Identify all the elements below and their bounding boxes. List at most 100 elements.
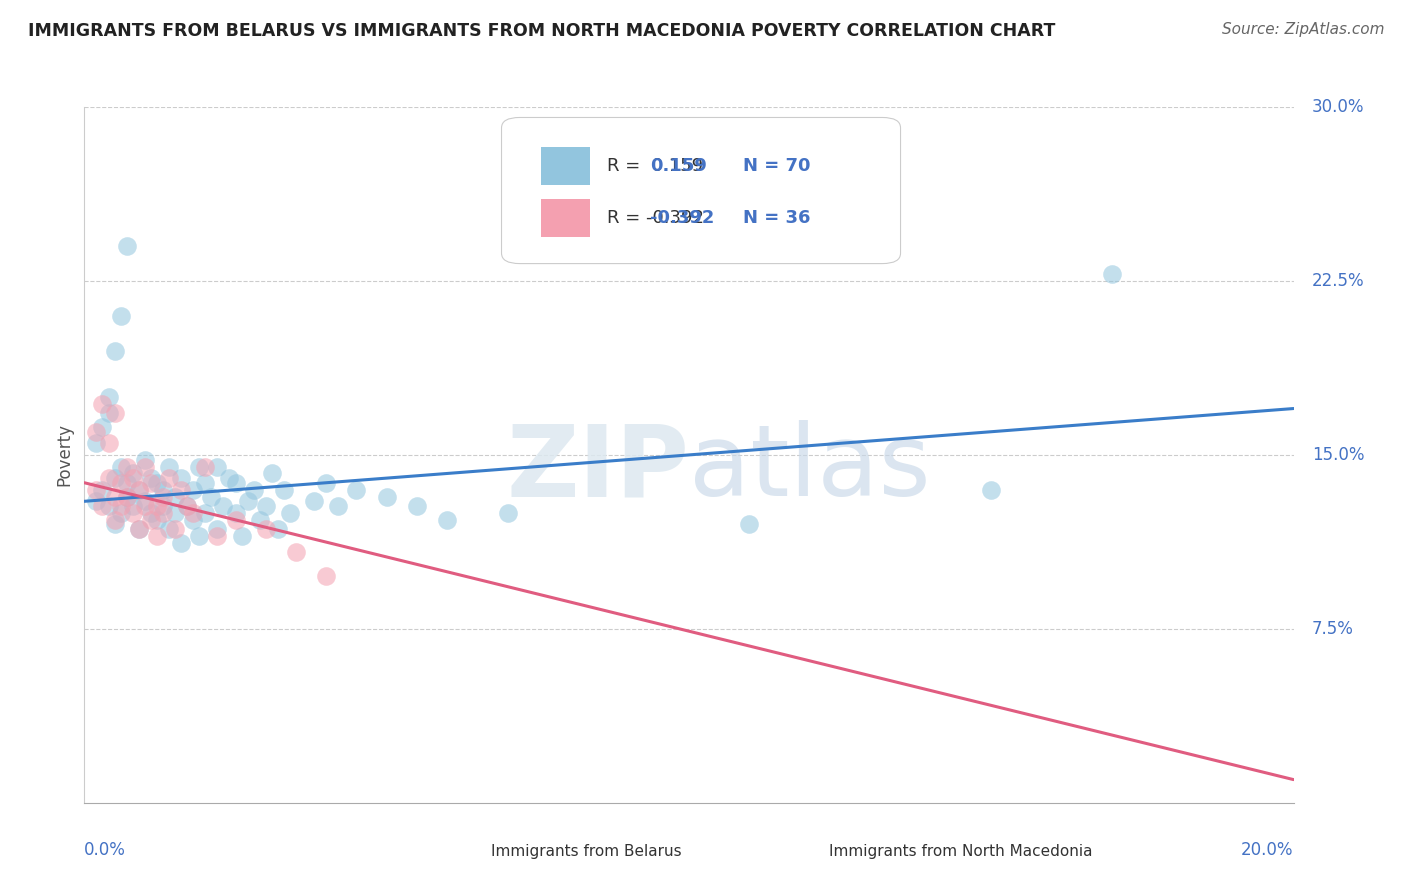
Text: 15.0%: 15.0% (1312, 446, 1364, 464)
Point (146, 475, 169, 490)
Text: R =  0.159: R = 0.159 (607, 157, 703, 175)
FancyBboxPatch shape (541, 147, 589, 186)
Point (134, 494, 156, 508)
Point (104, 471, 127, 485)
Point (110, 499, 132, 513)
Point (225, 506, 247, 520)
Point (128, 483, 150, 497)
Point (176, 499, 198, 513)
Point (152, 483, 174, 497)
Point (302, 494, 325, 508)
Text: Immigrants from Belarus: Immigrants from Belarus (491, 844, 682, 859)
Text: IMMIGRANTS FROM BELARUS VS IMMIGRANTS FROM NORTH MACEDONIA POVERTY CORRELATION C: IMMIGRANTS FROM BELARUS VS IMMIGRANTS FR… (28, 22, 1056, 40)
Point (188, 529, 211, 543)
Point (236, 494, 259, 508)
Text: N = 36: N = 36 (744, 210, 811, 227)
Point (436, 513, 458, 527)
Point (181, 513, 204, 527)
Point (97, 436, 120, 450)
Point (146, 529, 169, 543)
Point (242, 483, 264, 497)
Point (86, 425, 108, 439)
Point (212, 499, 235, 513)
Point (170, 536, 193, 550)
FancyBboxPatch shape (541, 199, 589, 237)
Point (86, 436, 108, 450)
Point (139, 471, 162, 485)
Point (267, 522, 290, 536)
Point (115, 490, 138, 504)
Point (980, 483, 1002, 497)
Point (170, 483, 193, 497)
Text: 7.5%: 7.5% (1312, 620, 1354, 638)
Point (115, 475, 138, 490)
Point (104, 517, 127, 532)
Point (260, 467, 283, 481)
Point (139, 513, 162, 527)
Point (163, 506, 186, 520)
Point (91, 420, 114, 434)
Point (315, 568, 337, 582)
Point (194, 459, 217, 474)
Point (146, 513, 169, 527)
Point (91, 499, 114, 513)
Point (218, 471, 240, 485)
Point (134, 499, 156, 513)
Point (157, 471, 180, 485)
Point (104, 343, 127, 358)
Point (121, 467, 143, 481)
Point (91, 483, 114, 497)
Point (110, 459, 132, 474)
Point (328, 499, 350, 513)
Point (278, 506, 301, 520)
Point (152, 499, 174, 513)
FancyBboxPatch shape (502, 118, 901, 263)
Point (181, 506, 204, 520)
Point (110, 309, 132, 323)
Text: atlas: atlas (689, 420, 931, 517)
Point (200, 490, 222, 504)
Point (176, 499, 198, 513)
Point (139, 506, 162, 520)
FancyBboxPatch shape (447, 838, 481, 864)
Point (134, 459, 156, 474)
Text: 22.5%: 22.5% (1312, 272, 1364, 290)
Point (128, 483, 150, 497)
Point (1101, 267, 1123, 281)
Point (273, 483, 295, 497)
Point (97, 406, 120, 420)
Point (110, 506, 132, 520)
Point (194, 506, 217, 520)
Point (194, 475, 217, 490)
Point (121, 499, 143, 513)
Text: Immigrants from North Macedonia: Immigrants from North Macedonia (830, 844, 1092, 859)
Point (115, 239, 138, 253)
Point (346, 483, 368, 497)
Point (254, 499, 277, 513)
Point (91, 397, 114, 411)
Point (225, 513, 247, 527)
Point (110, 475, 132, 490)
Text: ZIP: ZIP (506, 420, 689, 517)
Text: 0.0%: 0.0% (84, 841, 127, 859)
Point (104, 490, 127, 504)
Point (104, 406, 127, 420)
Point (86, 494, 108, 508)
Point (207, 459, 229, 474)
Point (284, 545, 308, 559)
Text: 0.159: 0.159 (650, 157, 707, 175)
Point (121, 471, 143, 485)
Point (496, 506, 519, 520)
Text: Source: ZipAtlas.com: Source: ZipAtlas.com (1222, 22, 1385, 37)
Point (406, 499, 429, 513)
Point (104, 513, 127, 527)
Y-axis label: Poverty: Poverty (55, 424, 73, 486)
Text: N = 70: N = 70 (744, 157, 811, 175)
Point (115, 490, 138, 504)
FancyBboxPatch shape (786, 838, 820, 864)
Point (97, 499, 120, 513)
Point (163, 522, 186, 536)
Point (152, 490, 174, 504)
Point (121, 506, 143, 520)
Point (128, 522, 150, 536)
